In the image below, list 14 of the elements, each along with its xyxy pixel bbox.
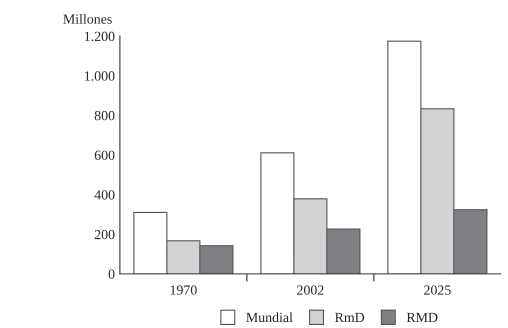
y-tick-label: 1.000 bbox=[85, 71, 114, 81]
legend-label: RMD bbox=[406, 312, 438, 322]
y-axis-title: Millones bbox=[63, 14, 112, 24]
x-tick-label: 2025 bbox=[424, 285, 451, 295]
legend-label: Mundial bbox=[246, 312, 293, 322]
y-tick-label: 200 bbox=[94, 230, 114, 240]
x-tick-label: 1970 bbox=[170, 285, 197, 295]
y-tick-label: 600 bbox=[94, 150, 114, 160]
y-tick-label: 400 bbox=[94, 190, 114, 200]
y-tick-label: 1.200 bbox=[85, 32, 114, 42]
y-tick-label: 800 bbox=[94, 110, 114, 120]
y-tick-label: 0 bbox=[108, 269, 114, 279]
x-tick-label: 2002 bbox=[297, 285, 324, 295]
legend-label: RmD bbox=[335, 312, 364, 322]
